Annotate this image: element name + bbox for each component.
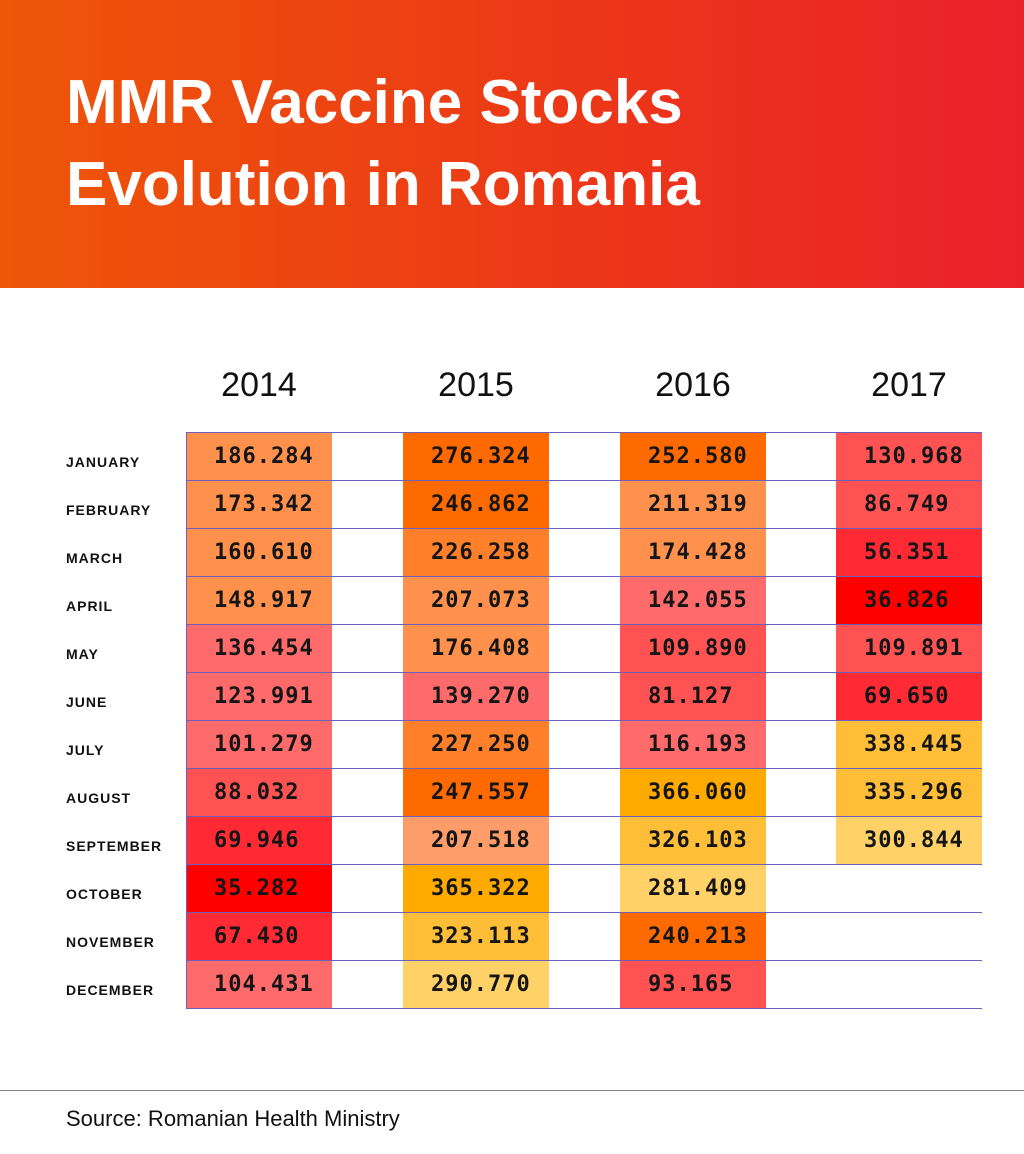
row-divider: [186, 768, 982, 769]
year-header-2015: 2015: [438, 366, 514, 404]
header-banner: MMR Vaccine Stocks Evolution in Romania: [0, 0, 1024, 288]
value-cell-july-2014: 101.279: [186, 721, 332, 768]
value-cell-january-2015: 276.324: [403, 433, 549, 480]
value-cell-september-2015: 207.518: [403, 817, 549, 864]
value-cell-june-2015: 139.270: [403, 673, 549, 720]
value-cell-april-2017: 36.826: [836, 577, 982, 624]
month-label-november: NOVEMBER: [66, 934, 155, 950]
month-label-december: DECEMBER: [66, 982, 155, 998]
value-cell-march-2014: 160.610: [186, 529, 332, 576]
value-cell-june-2016: 81.127: [620, 673, 766, 720]
value-cell-november-2016: 240.213: [620, 913, 766, 960]
row-divider: [186, 432, 982, 433]
year-header-2014: 2014: [221, 366, 297, 404]
value-cell-october-2014: 35.282: [186, 865, 332, 912]
value-cell-october-2016: 281.409: [620, 865, 766, 912]
row-divider: [186, 1008, 982, 1009]
value-cell-november-2014: 67.430: [186, 913, 332, 960]
month-label-january: JANUARY: [66, 454, 141, 470]
month-label-april: APRIL: [66, 598, 113, 614]
value-cell-august-2014: 88.032: [186, 769, 332, 816]
value-cell-march-2017: 56.351: [836, 529, 982, 576]
footer-divider: [0, 1090, 1024, 1091]
chart-title-line-2: Evolution in Romania: [66, 150, 700, 219]
value-cell-january-2014: 186.284: [186, 433, 332, 480]
value-cell-may-2015: 176.408: [403, 625, 549, 672]
table-left-edge: [186, 432, 187, 1008]
value-cell-january-2016: 252.580: [620, 433, 766, 480]
row-divider: [186, 480, 982, 481]
row-divider: [186, 912, 982, 913]
value-cell-april-2015: 207.073: [403, 577, 549, 624]
value-cell-january-2017: 130.968: [836, 433, 982, 480]
month-label-october: OCTOBER: [66, 886, 143, 902]
row-divider: [186, 576, 982, 577]
value-cell-april-2014: 148.917: [186, 577, 332, 624]
chart-title-line-1: MMR Vaccine Stocks: [66, 68, 683, 137]
value-cell-october-2015: 365.322: [403, 865, 549, 912]
value-cell-july-2015: 227.250: [403, 721, 549, 768]
value-cell-december-2016: 93.165: [620, 961, 766, 1008]
row-divider: [186, 672, 982, 673]
month-label-august: AUGUST: [66, 790, 132, 806]
value-cell-july-2017: 338.445: [836, 721, 982, 768]
value-cell-july-2016: 116.193: [620, 721, 766, 768]
row-divider: [186, 816, 982, 817]
month-label-july: JULY: [66, 742, 105, 758]
value-cell-august-2017: 335.296: [836, 769, 982, 816]
year-header-2017: 2017: [871, 366, 947, 404]
value-cell-march-2015: 226.258: [403, 529, 549, 576]
value-cell-september-2017: 300.844: [836, 817, 982, 864]
value-cell-september-2014: 69.946: [186, 817, 332, 864]
value-cell-february-2017: 86.749: [836, 481, 982, 528]
source-note: Source: Romanian Health Ministry: [66, 1106, 400, 1131]
value-cell-december-2014: 104.431: [186, 961, 332, 1008]
value-cell-may-2017: 109.891: [836, 625, 982, 672]
value-cell-may-2014: 136.454: [186, 625, 332, 672]
value-cell-february-2015: 246.862: [403, 481, 549, 528]
value-cell-september-2016: 326.103: [620, 817, 766, 864]
row-divider: [186, 960, 982, 961]
value-cell-may-2016: 109.890: [620, 625, 766, 672]
year-header-2016: 2016: [655, 366, 731, 404]
value-cell-june-2017: 69.650: [836, 673, 982, 720]
month-label-march: MARCH: [66, 550, 124, 566]
value-cell-april-2016: 142.055: [620, 577, 766, 624]
value-cell-december-2015: 290.770: [403, 961, 549, 1008]
value-cell-march-2016: 174.428: [620, 529, 766, 576]
value-cell-august-2016: 366.060: [620, 769, 766, 816]
value-cell-august-2015: 247.557: [403, 769, 549, 816]
value-cell-june-2014: 123.991: [186, 673, 332, 720]
month-label-september: SEPTEMBER: [66, 838, 163, 854]
month-label-june: JUNE: [66, 694, 108, 710]
month-label-february: FEBRUARY: [66, 502, 152, 518]
row-divider: [186, 624, 982, 625]
value-cell-november-2015: 323.113: [403, 913, 549, 960]
row-divider: [186, 864, 982, 865]
value-cell-february-2014: 173.342: [186, 481, 332, 528]
month-label-may: MAY: [66, 646, 99, 662]
row-divider: [186, 720, 982, 721]
row-divider: [186, 528, 982, 529]
value-cell-february-2016: 211.319: [620, 481, 766, 528]
